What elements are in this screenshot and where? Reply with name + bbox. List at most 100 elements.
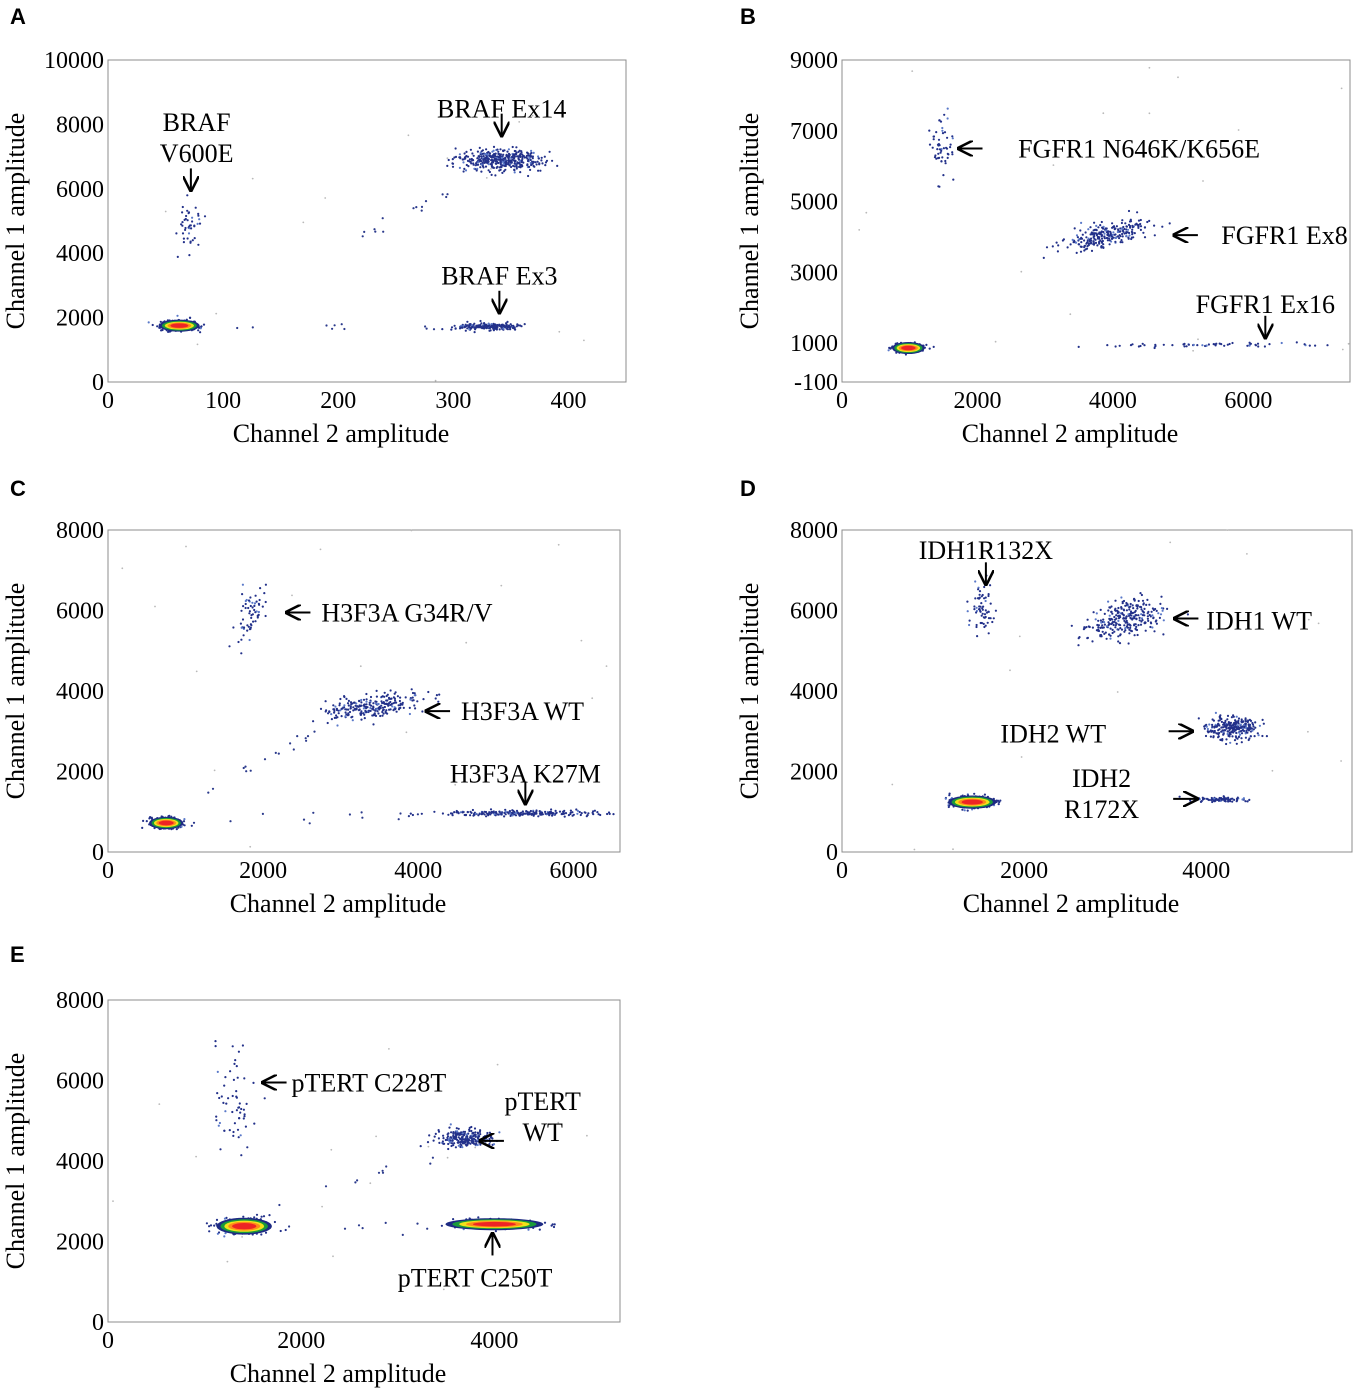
- droplet-point: [1127, 209, 1131, 213]
- droplet-point: [1107, 600, 1110, 603]
- droplet-point: [224, 1110, 227, 1113]
- droplet-point: [475, 1142, 478, 1145]
- droplet-point: [984, 599, 987, 603]
- droplet-point: [1096, 623, 1099, 627]
- droplet-point: [932, 138, 935, 141]
- droplet-point: [486, 1131, 489, 1135]
- droplet-point: [1224, 719, 1227, 723]
- droplet-point: [463, 156, 466, 159]
- droplet-point: [937, 144, 940, 147]
- y-tick-label: 4000: [56, 1149, 104, 1175]
- droplet-point: [390, 697, 393, 700]
- droplet-point: [376, 710, 379, 713]
- droplet-point: [1088, 238, 1091, 241]
- droplet-point: [986, 621, 989, 624]
- noise-point: [164, 210, 167, 213]
- droplet-point: [1139, 218, 1142, 222]
- droplet-point: [372, 723, 375, 726]
- droplet-point: [1139, 592, 1142, 595]
- droplet-point: [508, 809, 511, 813]
- droplet-point: [514, 814, 518, 817]
- droplet-point: [463, 167, 466, 170]
- droplet-point: [480, 160, 483, 163]
- droplet-point: [441, 328, 444, 331]
- droplet-point: [507, 812, 510, 815]
- droplet-point: [370, 704, 373, 707]
- droplet-point: [242, 634, 245, 637]
- droplet-point: [380, 704, 383, 707]
- droplet-point: [983, 613, 987, 616]
- droplet-point: [1131, 612, 1134, 615]
- annotation: IDH1 WT: [1174, 607, 1312, 636]
- scatter-point: [415, 206, 418, 209]
- droplet-point: [345, 713, 348, 716]
- droplet-point: [393, 706, 396, 709]
- droplet-point: [186, 237, 189, 240]
- droplet-point: [488, 811, 491, 814]
- droplet-point: [1119, 230, 1122, 233]
- droplet-point: [1129, 225, 1132, 228]
- droplet-point: [1251, 721, 1254, 725]
- droplet-point: [951, 137, 954, 140]
- noise-point: [1340, 760, 1342, 762]
- droplet-point: [1089, 242, 1092, 245]
- droplet-point: [1095, 233, 1098, 237]
- droplet-point: [233, 1122, 236, 1125]
- droplet-point: [1125, 225, 1128, 228]
- annotation: BRAF Ex3: [441, 262, 558, 313]
- droplet-point: [395, 710, 398, 713]
- droplet-point: [941, 132, 945, 135]
- droplet-point: [551, 1223, 554, 1226]
- scatter-point: [244, 765, 247, 768]
- droplet-point: [519, 163, 522, 166]
- droplet-point: [1114, 609, 1117, 612]
- droplet-point: [1151, 626, 1154, 629]
- scatter-point: [381, 217, 384, 220]
- droplet-point: [1111, 628, 1114, 632]
- annotation-label: IDH1R132X: [919, 536, 1054, 565]
- droplet-point: [238, 1102, 241, 1105]
- data-points: [147, 114, 585, 382]
- cluster-h3f3a-g34r-v: [228, 583, 267, 655]
- droplet-point: [1127, 614, 1131, 618]
- droplet-point: [1204, 734, 1208, 738]
- droplet-point: [273, 1220, 276, 1224]
- droplet-point: [511, 814, 514, 817]
- droplet-point: [1120, 596, 1123, 599]
- droplet-point: [1308, 344, 1311, 347]
- droplet-point: [488, 152, 492, 155]
- droplet-point: [505, 324, 508, 327]
- droplet-point: [442, 1137, 445, 1140]
- droplet-point: [466, 327, 469, 330]
- droplet-point: [966, 600, 969, 603]
- droplet-point: [473, 322, 476, 325]
- droplet-point: [1107, 621, 1110, 624]
- droplet-point: [1153, 224, 1156, 227]
- droplet-point: [388, 697, 391, 701]
- scatter-point: [479, 319, 482, 323]
- y-tick-label: 2000: [56, 1230, 104, 1256]
- droplet-point: [500, 166, 503, 169]
- annotation: H3F3A WT: [426, 697, 584, 726]
- droplet-point: [987, 617, 991, 620]
- droplet-point: [1133, 624, 1136, 627]
- droplet-point: [1218, 731, 1221, 735]
- droplet-point: [973, 608, 976, 611]
- noise-point: [369, 1182, 372, 1185]
- droplet-point: [399, 706, 402, 710]
- droplet-point: [474, 1138, 477, 1141]
- droplet-point: [340, 715, 343, 718]
- droplet-point: [469, 148, 472, 151]
- droplet-point: [449, 1136, 452, 1139]
- droplet-point: [215, 1119, 218, 1122]
- noise-point: [321, 1205, 323, 1208]
- droplet-point: [474, 1131, 477, 1134]
- droplet-point: [1124, 617, 1127, 620]
- noise-point: [1307, 618, 1310, 621]
- noise-point: [994, 340, 997, 343]
- droplet-point: [521, 153, 524, 156]
- droplet-point: [509, 812, 512, 815]
- droplet-point: [1234, 723, 1237, 727]
- noise-point: [1341, 348, 1344, 351]
